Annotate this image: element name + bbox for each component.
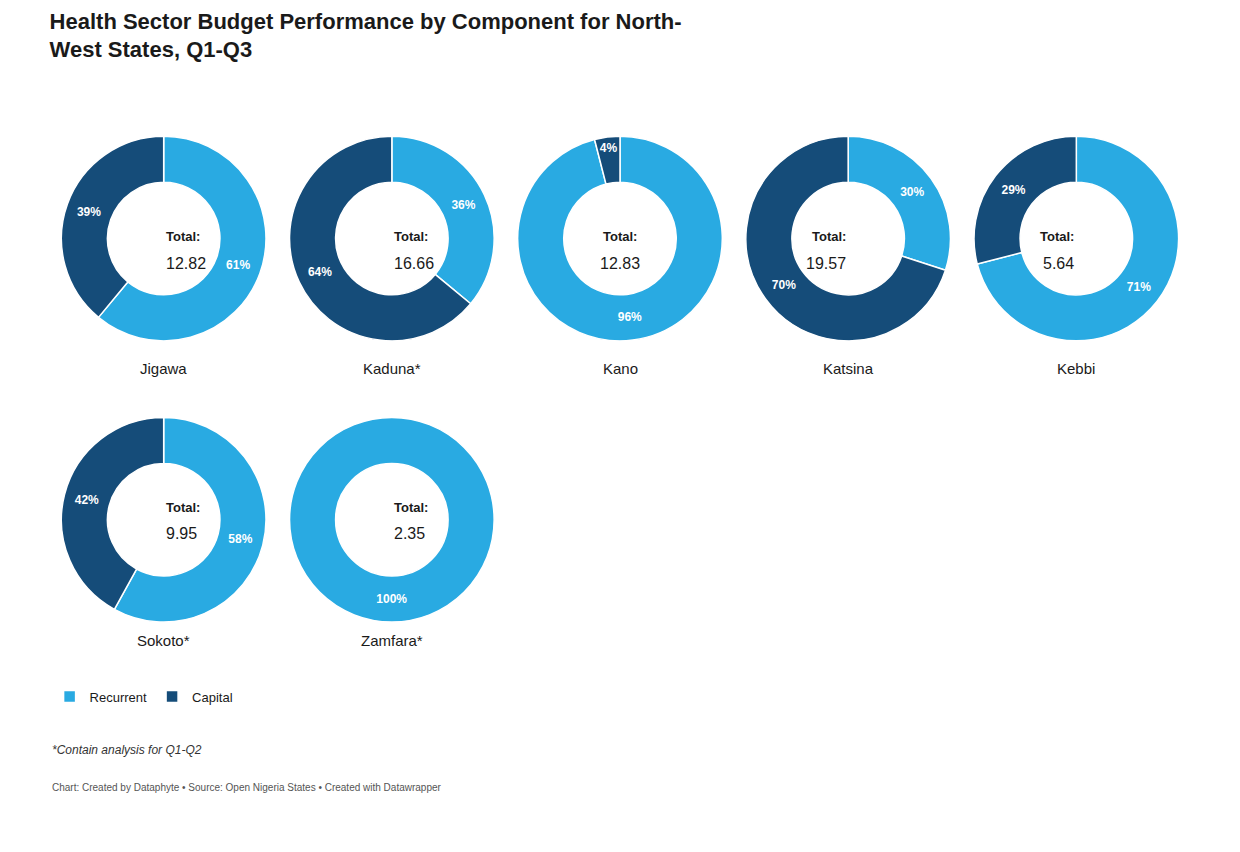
- svg-text:9.95: 9.95: [166, 525, 197, 542]
- svg-text:58%: 58%: [228, 532, 252, 546]
- svg-text:5.64: 5.64: [1043, 255, 1074, 272]
- svg-text:Total:: Total:: [603, 229, 637, 244]
- svg-text:70%: 70%: [772, 278, 796, 292]
- svg-text:Total:: Total:: [166, 500, 200, 515]
- svg-text:30%: 30%: [900, 185, 924, 199]
- svg-text:Health Sector Budget Performan: Health Sector Budget Performance by Comp…: [50, 9, 682, 63]
- svg-text:29%: 29%: [1002, 183, 1026, 197]
- svg-text:Kebbi: Kebbi: [1057, 360, 1095, 377]
- svg-text:61%: 61%: [226, 258, 250, 272]
- svg-text:Sokoto*: Sokoto*: [137, 632, 190, 649]
- svg-text:Total:: Total:: [394, 229, 428, 244]
- svg-text:Total:: Total:: [812, 229, 846, 244]
- svg-text:Recurrent: Recurrent: [90, 690, 147, 705]
- svg-text:2.35: 2.35: [394, 525, 425, 542]
- svg-text:Zamfara*: Zamfara*: [361, 632, 423, 649]
- svg-text:4%: 4%: [600, 141, 618, 155]
- svg-text:16.66: 16.66: [394, 255, 434, 272]
- svg-text:Capital: Capital: [192, 690, 233, 705]
- svg-text:Katsina: Katsina: [823, 360, 874, 377]
- svg-text:Chart: Created by Dataphyte •: Chart: Created by Dataphyte • Source: Op…: [52, 782, 442, 793]
- svg-text:12.82: 12.82: [166, 255, 206, 272]
- svg-text:71%: 71%: [1127, 280, 1151, 294]
- svg-text:19.57: 19.57: [806, 255, 846, 272]
- svg-text:100%: 100%: [376, 592, 407, 606]
- svg-text:42%: 42%: [75, 493, 99, 507]
- svg-text:96%: 96%: [618, 310, 642, 324]
- svg-text:64%: 64%: [308, 265, 332, 279]
- svg-text:36%: 36%: [451, 198, 475, 212]
- svg-text:*Contain analysis for Q1-Q2: *Contain analysis for Q1-Q2: [52, 743, 202, 757]
- svg-text:12.83: 12.83: [600, 255, 640, 272]
- svg-text:Kano: Kano: [603, 360, 638, 377]
- svg-text:Jigawa: Jigawa: [140, 360, 187, 377]
- svg-text:Total:: Total:: [1040, 229, 1074, 244]
- svg-text:39%: 39%: [77, 205, 101, 219]
- svg-text:Total:: Total:: [394, 500, 428, 515]
- svg-text:Total:: Total:: [166, 229, 200, 244]
- svg-text:Kaduna*: Kaduna*: [363, 360, 421, 377]
